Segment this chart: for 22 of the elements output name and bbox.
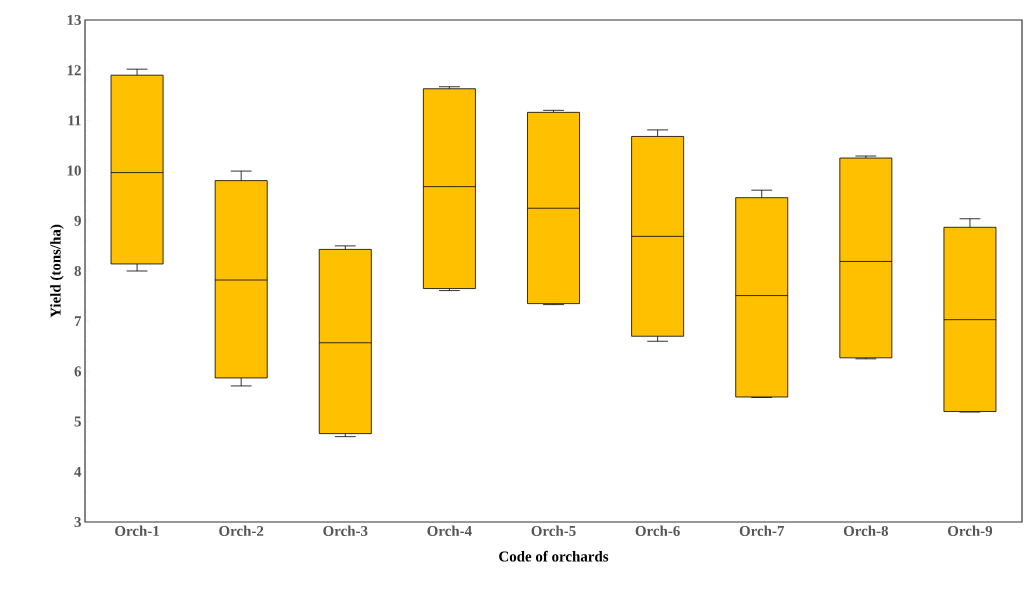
y-tick-label: 6 [74,366,82,377]
x-tick-label: Orch-9 [948,525,993,537]
y-tick-label: 13 [67,14,81,25]
y-tick-label: 9 [74,215,81,226]
x-tick-label: Orch-6 [635,525,680,537]
y-tick-label: 3 [74,516,81,527]
x-tick-label: Orch-7 [739,525,785,537]
y-tick-label: 4 [74,466,82,477]
x-tick-label: Orch-3 [323,525,368,537]
y-tick-label: 12 [67,65,81,76]
x-tick-label: Orch-8 [843,525,889,537]
y-axis-title: Yield (tons/ha) [50,224,64,318]
x-tick-label: Orch-5 [531,525,576,537]
x-tick-label: Orch-2 [219,525,264,537]
x-tick-label: Orch-1 [115,525,159,537]
x-axis-title: Code of orchards [499,550,609,562]
y-tick-label: 10 [67,165,81,176]
y-tick-label: 8 [74,265,81,277]
x-tick-label: Orch-4 [427,525,472,537]
y-tick-label: 11 [68,115,81,126]
y-tick-label: 7 [74,316,82,327]
y-tick-label: 5 [74,416,81,427]
